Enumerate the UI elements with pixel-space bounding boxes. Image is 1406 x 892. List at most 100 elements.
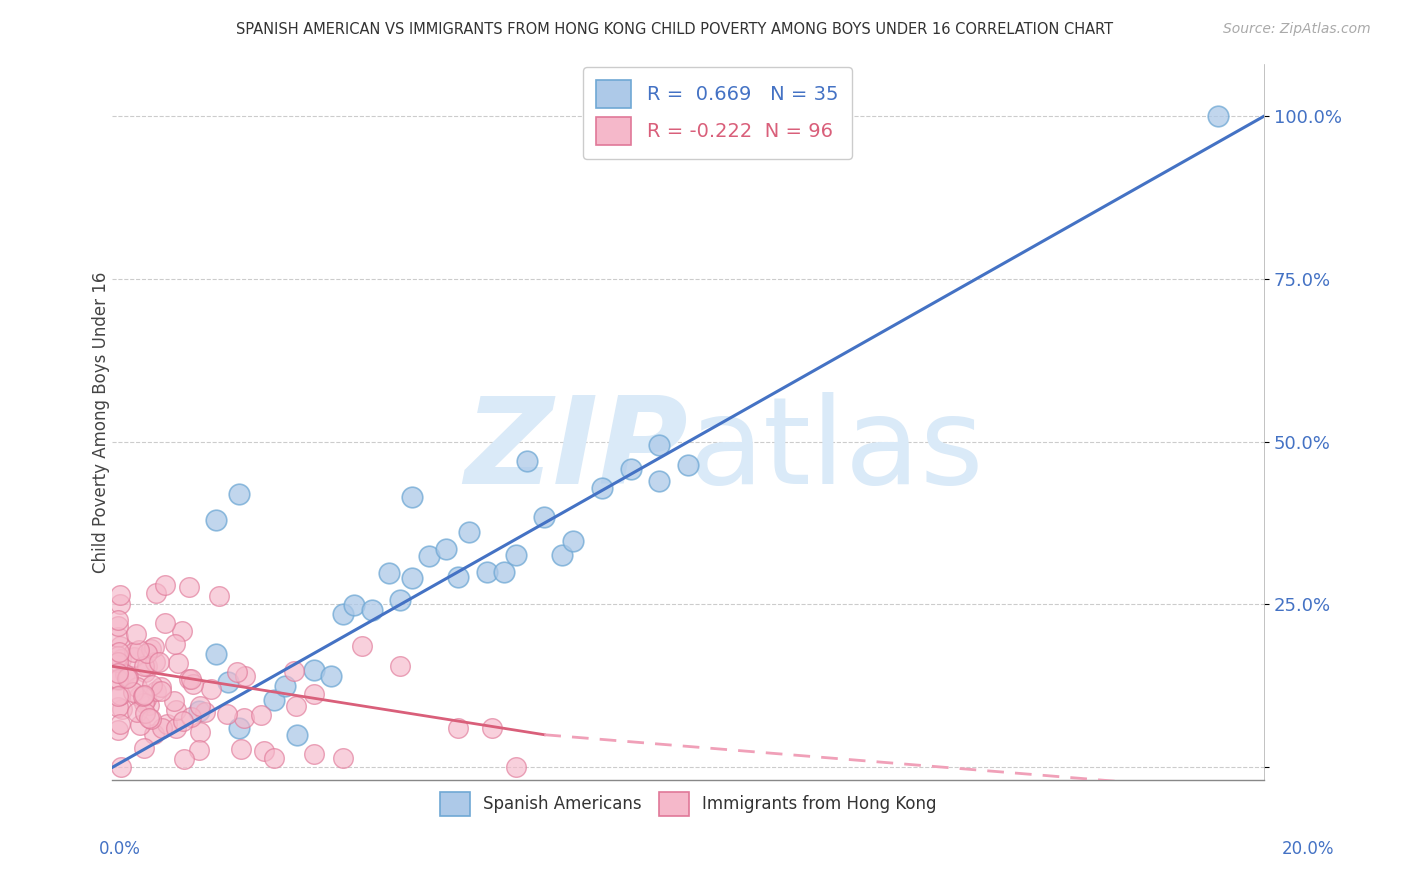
Point <box>233 669 256 683</box>
Point <box>447 721 470 735</box>
Point <box>505 760 527 774</box>
Text: Source: ZipAtlas.com: Source: ZipAtlas.com <box>1223 22 1371 37</box>
Point <box>179 580 201 594</box>
Point <box>179 672 201 686</box>
Point <box>107 673 129 687</box>
Point <box>401 570 423 584</box>
Point <box>117 670 139 684</box>
Point <box>302 688 325 702</box>
Point <box>134 740 156 755</box>
Point <box>135 691 157 706</box>
Point <box>122 685 145 699</box>
Point <box>132 658 155 673</box>
Point <box>188 743 211 757</box>
Point <box>217 706 239 721</box>
Point <box>172 624 194 639</box>
Text: ZIP: ZIP <box>464 392 689 509</box>
Point <box>115 671 138 685</box>
Point <box>107 613 129 627</box>
Point <box>562 534 585 549</box>
Point <box>284 699 307 714</box>
Point <box>107 619 129 633</box>
Point <box>378 566 401 581</box>
Point <box>205 513 228 527</box>
Point <box>389 593 412 607</box>
Point <box>134 665 156 679</box>
Point <box>274 679 297 693</box>
Point <box>321 669 343 683</box>
Point <box>217 674 239 689</box>
Point <box>350 640 373 654</box>
Point <box>648 438 671 452</box>
Point <box>108 640 131 654</box>
Point <box>125 627 148 641</box>
Point <box>263 751 285 765</box>
Point <box>136 646 159 660</box>
Point <box>150 721 173 735</box>
Point <box>143 640 166 655</box>
Point <box>129 718 152 732</box>
Point <box>167 656 190 670</box>
Point <box>141 678 163 692</box>
Point <box>173 751 195 765</box>
Point <box>436 542 458 557</box>
Point <box>225 665 247 680</box>
Point <box>110 717 132 731</box>
Point <box>332 751 354 765</box>
Point <box>138 711 160 725</box>
Point <box>138 698 160 712</box>
Point <box>208 589 231 603</box>
Point <box>148 656 170 670</box>
Point <box>389 659 412 673</box>
Point <box>165 703 187 717</box>
Point <box>128 690 150 704</box>
Point <box>180 710 202 724</box>
Point <box>200 682 222 697</box>
Point <box>107 723 129 738</box>
Point <box>139 712 162 726</box>
Point <box>145 684 167 698</box>
Point <box>516 454 538 468</box>
Point <box>648 474 671 488</box>
Point <box>252 744 274 758</box>
Point <box>475 565 498 579</box>
Point <box>163 638 186 652</box>
Point <box>283 665 305 679</box>
Point <box>127 680 149 694</box>
Point <box>187 704 209 718</box>
Point <box>550 549 572 563</box>
Point <box>458 525 481 540</box>
Point <box>107 648 129 663</box>
Point <box>228 721 250 735</box>
Point <box>401 490 423 504</box>
Point <box>107 655 129 669</box>
Point <box>188 699 211 714</box>
Point <box>141 641 163 656</box>
Point <box>285 727 308 741</box>
Point <box>132 696 155 710</box>
Point <box>194 706 217 720</box>
Legend: Spanish Americans, Immigrants from Hong Kong: Spanish Americans, Immigrants from Hong … <box>430 782 946 826</box>
Point <box>149 680 172 694</box>
Point <box>172 714 194 728</box>
Point <box>678 458 700 472</box>
Point <box>107 673 129 687</box>
Point <box>143 727 166 741</box>
Point <box>108 688 131 702</box>
Point <box>114 666 136 681</box>
Point <box>205 647 228 661</box>
Point <box>418 549 440 564</box>
Point <box>332 607 354 622</box>
Point <box>190 724 212 739</box>
Point <box>250 707 273 722</box>
Point <box>153 616 176 631</box>
Point <box>111 702 134 716</box>
Point <box>134 706 156 721</box>
Point <box>108 588 131 602</box>
Point <box>108 598 131 612</box>
Point <box>132 689 155 703</box>
Point <box>481 721 503 735</box>
Point <box>122 644 145 658</box>
Text: 20.0%: 20.0% <box>1281 840 1334 858</box>
Text: 0.0%: 0.0% <box>98 840 141 858</box>
